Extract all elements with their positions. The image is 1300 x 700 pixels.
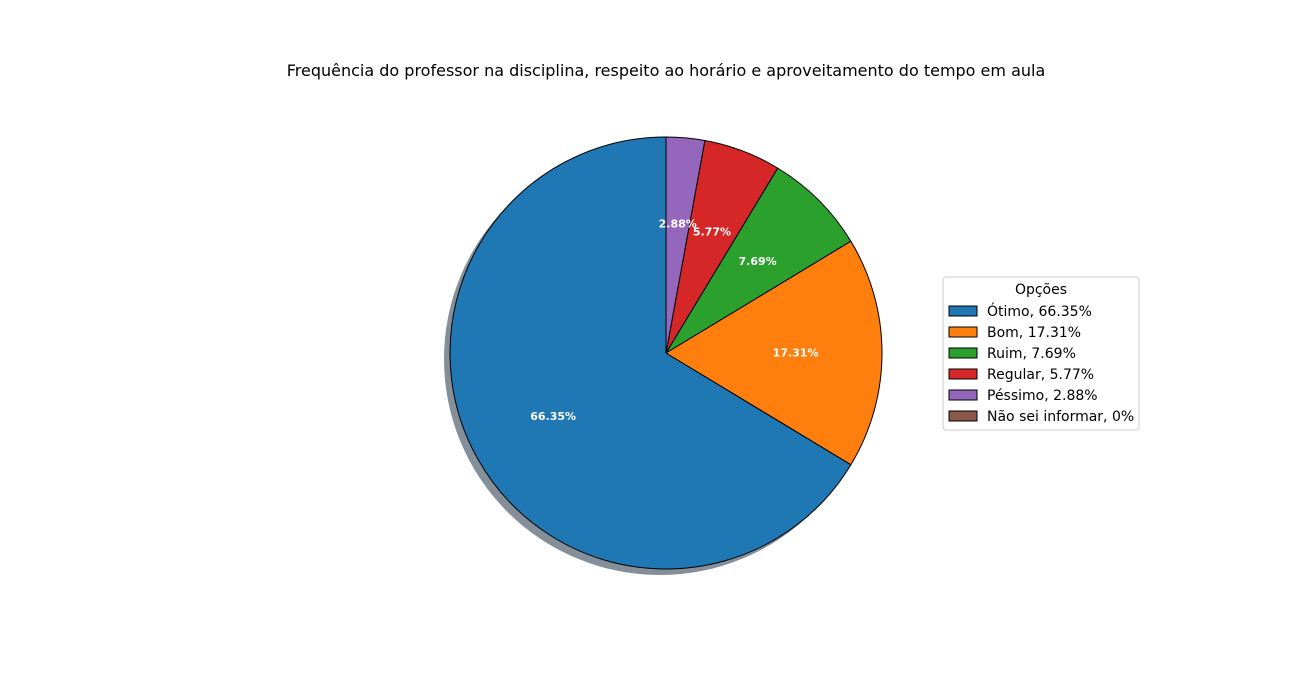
slice-percent-label-2: 17.31% xyxy=(773,346,819,359)
pie-slices xyxy=(449,136,883,570)
legend-box xyxy=(942,276,1140,431)
legend-swatch-5 xyxy=(948,389,978,401)
legend-label-4: Regular, 5.77% xyxy=(987,367,1094,383)
legend-title: Opções xyxy=(1015,282,1067,298)
pie-slice-2 xyxy=(665,240,883,466)
chart-title: Frequência do professor na disciplina, r… xyxy=(287,61,1046,80)
legend-swatch-3 xyxy=(948,347,978,359)
pie-slice-3 xyxy=(665,167,852,354)
slice-percent-label-4: 5.77% xyxy=(693,225,731,238)
legend: Opções Ótimo, 66.35% Bom, 17.31% Ruim, 7.6… xyxy=(942,276,1140,431)
legend-label-1: Ótimo, 66.35% xyxy=(987,302,1092,320)
legend-swatch-2 xyxy=(948,326,978,338)
slice-percent-label-1: 66.35% xyxy=(530,410,576,423)
legend-label-6: Não sei informar, 0% xyxy=(987,409,1134,425)
legend-swatch-6 xyxy=(948,410,978,422)
legend-items: Ótimo, 66.35% Bom, 17.31% Ruim, 7.69% Regul… xyxy=(948,302,1134,425)
legend-label-2: Bom, 17.31% xyxy=(987,325,1081,341)
slice-percent-label-3: 7.69% xyxy=(739,255,777,268)
slice-percent-label-5: 2.88% xyxy=(659,217,697,230)
pie-labels: 66.35% 17.31% 7.69% 5.77%2.88% xyxy=(530,217,818,423)
pie-slice-5 xyxy=(665,136,706,354)
legend-label-3: Ruim, 7.69% xyxy=(987,346,1076,362)
legend-swatch-4 xyxy=(948,368,978,380)
legend-label-5: Péssimo, 2.88% xyxy=(987,388,1098,404)
pie-slice-1 xyxy=(449,136,852,570)
legend-swatch-1 xyxy=(948,305,978,317)
